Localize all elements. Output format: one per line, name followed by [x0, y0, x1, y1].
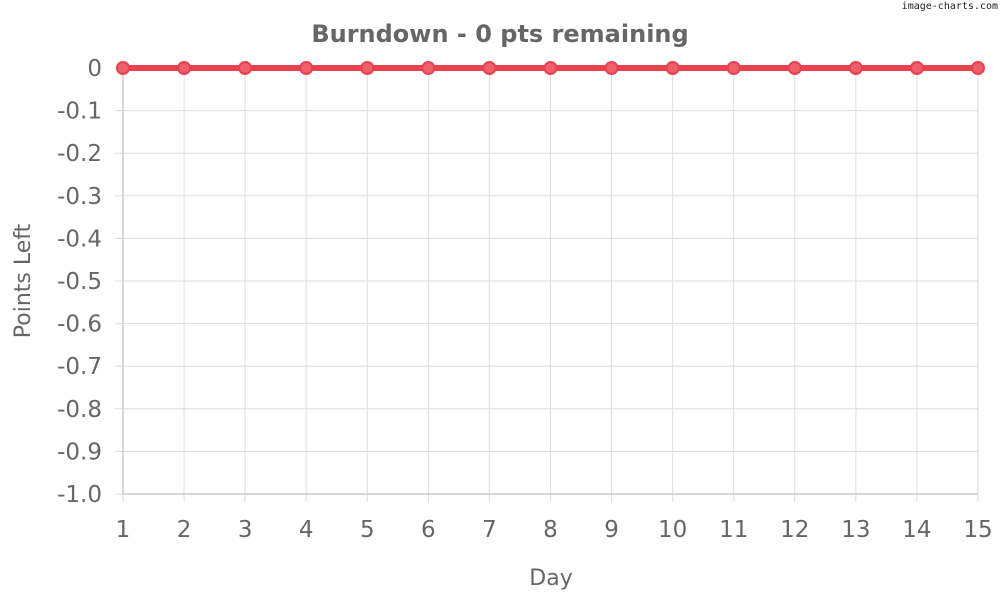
- data-point: [360, 61, 375, 75]
- data-point: [604, 61, 619, 75]
- data-point: [543, 61, 558, 75]
- x-tick-label: 12: [780, 517, 809, 543]
- y-tick-label: -0.1: [57, 99, 102, 125]
- watermark: image-charts.com: [902, 1, 998, 12]
- series-layer: [116, 61, 985, 75]
- tick-labels: 1 2 3 4 5 6 7 8 9 10 11 12 13 14 150-0.1-0.2-0.3-0.4-0…: [57, 56, 993, 543]
- data-point: [909, 61, 924, 75]
- y-tick-label: -0.3: [57, 184, 102, 210]
- x-tick-label: 11: [719, 517, 748, 543]
- axis-layer: [122, 68, 978, 495]
- x-tick-label: 7: [482, 517, 497, 543]
- y-tick-label: -1.0: [57, 482, 102, 508]
- x-tick-label: 4: [299, 517, 314, 543]
- x-tick-label: 10: [658, 517, 687, 543]
- x-tick-label: 14: [902, 517, 931, 543]
- data-point: [238, 61, 253, 75]
- data-point: [971, 61, 985, 75]
- data-point: [726, 61, 741, 75]
- x-tick-label: 15: [963, 517, 992, 543]
- x-tick-label: 13: [841, 517, 870, 543]
- chart-title: Burndown - 0 pts remaining: [311, 20, 688, 48]
- y-tick-label: -0.8: [57, 397, 102, 423]
- data-point: [177, 61, 192, 75]
- data-point: [482, 61, 497, 75]
- x-tick-label: 9: [604, 517, 619, 543]
- grid-layer: [115, 67, 979, 502]
- data-point: [116, 61, 130, 75]
- y-tick-label: -0.6: [57, 312, 102, 338]
- y-tick-label: 0: [87, 56, 102, 82]
- data-point: [421, 61, 436, 75]
- x-tick-label: 5: [360, 517, 375, 543]
- x-tick-label: 6: [421, 517, 436, 543]
- x-axis-title: Day: [529, 566, 572, 591]
- y-tick-label: -0.2: [57, 141, 102, 167]
- y-tick-label: -0.9: [57, 439, 102, 465]
- data-point: [299, 61, 314, 75]
- y-tick-label: -0.7: [57, 354, 102, 380]
- data-point: [848, 61, 863, 75]
- x-tick-label: 8: [543, 517, 558, 543]
- x-tick-label: 2: [177, 517, 192, 543]
- y-tick-label: -0.5: [57, 269, 102, 295]
- data-point: [665, 61, 680, 75]
- x-tick-label: 1: [116, 517, 131, 543]
- y-tick-label: -0.4: [57, 226, 102, 252]
- x-tick-label: 3: [238, 517, 253, 543]
- data-point: [787, 61, 802, 75]
- y-axis-title: Points Left: [11, 223, 36, 338]
